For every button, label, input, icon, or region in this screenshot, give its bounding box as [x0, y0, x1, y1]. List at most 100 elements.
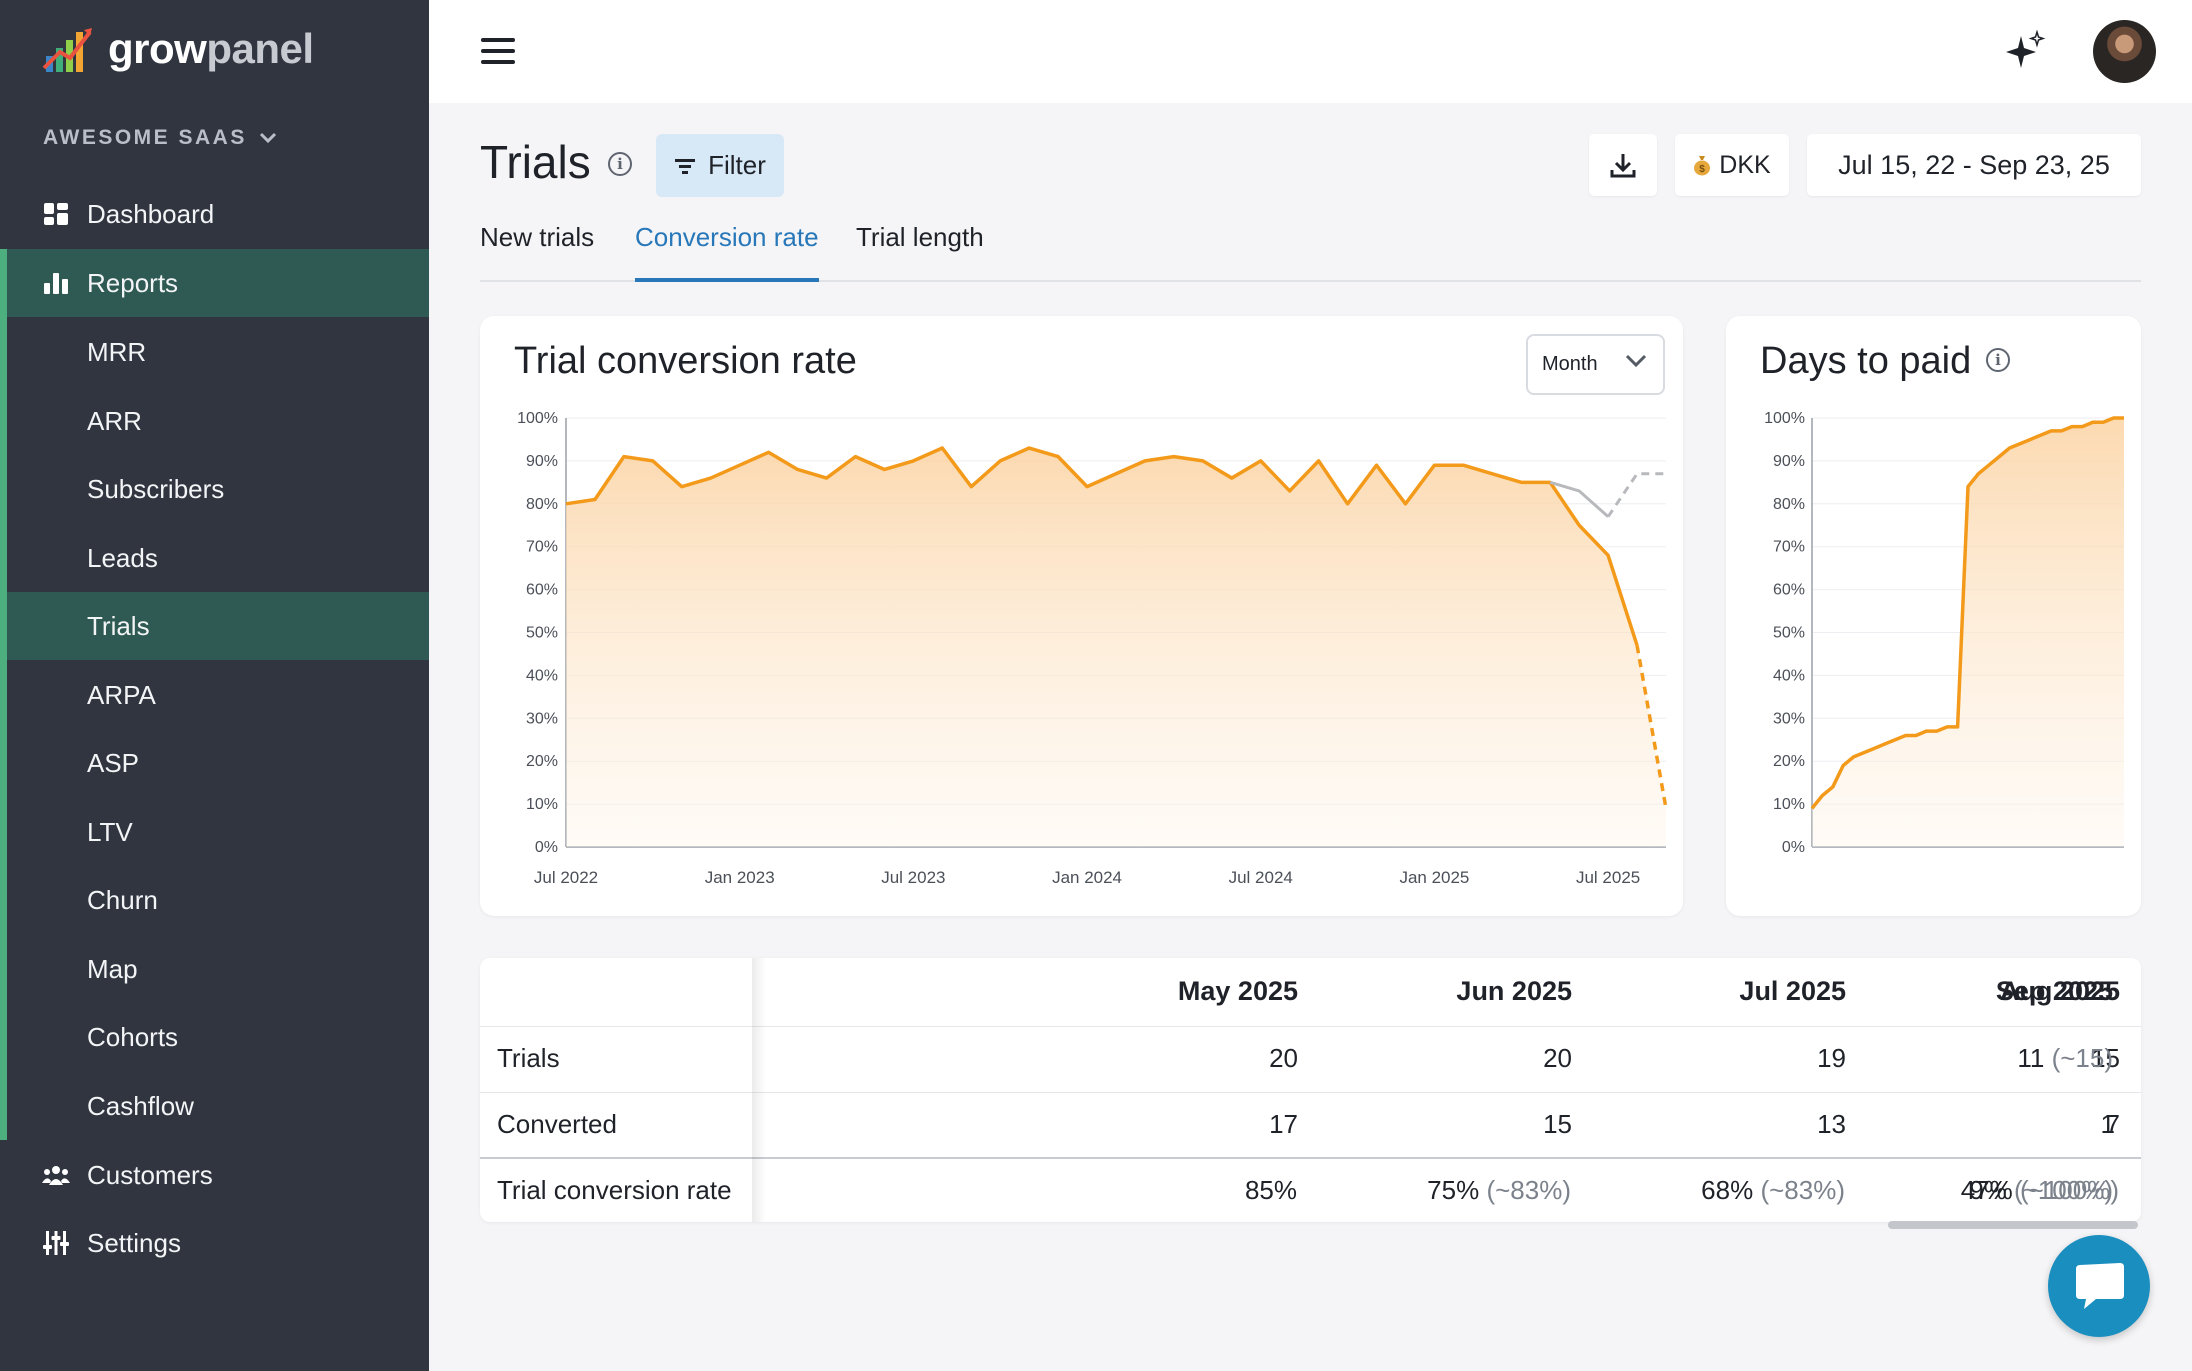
y-tick-label: 10% [526, 796, 558, 813]
page-title: Trials [480, 136, 591, 188]
table-cell: 85% [1244, 1175, 1297, 1205]
org-switcher[interactable]: AWESOME SAAS [43, 126, 277, 150]
sidebar: growpanel AWESOME SAAS Dashboard Reports… [0, 0, 429, 1371]
y-tick-label: 30% [1773, 710, 1805, 727]
sidebar-item-label: MRR [87, 336, 147, 367]
sidebar-item-label: ARR [87, 405, 142, 436]
sidebar-item-subscribers[interactable]: Subscribers [0, 455, 429, 523]
sidebar-item-asp[interactable]: ASP [0, 729, 429, 797]
column-header: Jul 2025 [1739, 976, 1846, 1006]
y-tick-label: 80% [1773, 496, 1805, 513]
info-icon[interactable]: i [608, 152, 632, 176]
sidebar-item-label: Settings [87, 1227, 181, 1258]
column-header: Aug 2025 [1999, 976, 2120, 1006]
sidebar-item-settings[interactable]: Settings [0, 1209, 429, 1277]
column-header: Sep 2025 [1995, 976, 2113, 1006]
y-tick-label: 70% [526, 539, 558, 556]
y-tick-label: 100% [517, 410, 558, 427]
chevron-down-icon [1625, 354, 1647, 368]
sidebar-item-map[interactable]: Map [0, 935, 429, 1003]
series-line [565, 446, 1639, 646]
dashboard-icon [44, 203, 68, 225]
table-cell: 11 (~15) [2017, 1043, 2113, 1073]
currency-label: DKK [1719, 150, 1771, 179]
sidebar-item-leads[interactable]: Leads [0, 524, 429, 592]
sidebar-item-reports[interactable]: Reports [7, 249, 429, 317]
chat-button[interactable] [2048, 1235, 2150, 1337]
y-tick-label: 20% [1773, 753, 1805, 770]
currency-button[interactable]: $ DKK [1675, 134, 1789, 196]
tab-new-trials[interactable]: New trials [480, 222, 595, 252]
brand-name: growpanel [108, 25, 314, 72]
chevron-down-icon [259, 132, 276, 144]
date-range-picker[interactable]: Jul 15, 22 - Sep 23, 25 [1807, 134, 2141, 196]
menu-icon[interactable] [481, 38, 515, 64]
table-cell: 75% (~83%) [1427, 1175, 1571, 1205]
table-cell: 20 [1269, 1043, 1298, 1073]
download-button[interactable] [1589, 134, 1657, 196]
x-tick-label: Jul 2025 [1576, 868, 1640, 887]
column-header: Jun 2025 [1456, 976, 1572, 1006]
sidebar-item-label: Subscribers [87, 473, 225, 504]
sidebar-item-trials[interactable]: Trials [7, 592, 429, 660]
sidebar-item-label: ARPA [87, 679, 156, 710]
sidebar-item-customers[interactable]: Customers [0, 1141, 429, 1209]
user-avatar[interactable] [2093, 20, 2156, 83]
x-tick-label: Jan 2023 [705, 868, 775, 887]
projection-line-dashed [1606, 472, 1666, 518]
table-cell: 9% (~100%) [1969, 1175, 2113, 1205]
y-tick-label: 20% [526, 753, 558, 770]
table-cell: 68% (~83%) [1701, 1175, 1845, 1205]
x-tick-label: Jul 2023 [881, 868, 945, 887]
info-icon[interactable]: i [1986, 348, 2010, 372]
y-tick-label: 90% [1773, 453, 1805, 470]
sidebar-item-label: Dashboard [87, 198, 215, 229]
tab-conversion-rate[interactable]: Conversion rate [635, 220, 819, 282]
x-tick-label: Jan 2025 [1399, 868, 1469, 887]
ai-sparkle-icon[interactable] [2003, 30, 2047, 74]
trials-table: May 2025 Jun 2025 Jul 2025 Aug 2025 Sep … [480, 958, 2141, 1222]
sidebar-item-label: Cohorts [87, 1021, 179, 1052]
sidebar-item-dashboard[interactable]: Dashboard [0, 180, 429, 248]
column-header: May 2025 [1177, 976, 1298, 1006]
y-tick-label: 100% [1764, 410, 1805, 427]
reports-section-indicator [0, 249, 7, 1140]
sidebar-item-churn[interactable]: Churn [0, 866, 429, 934]
sidebar-item-arpa[interactable]: ARPA [0, 661, 429, 729]
sidebar-item-ltv[interactable]: LTV [0, 798, 429, 866]
y-tick-label: 10% [1773, 796, 1805, 813]
sidebar-item-cohorts[interactable]: Cohorts [0, 1003, 429, 1071]
table-cell: 7 [2105, 1109, 2120, 1139]
table-cell: 15 [1543, 1109, 1572, 1139]
sidebar-item-label: LTV [87, 816, 133, 847]
row-label: Trial conversion rate [497, 1175, 732, 1205]
table-cell: 20 [1543, 1043, 1572, 1073]
sidebar-item-label: ASP [87, 747, 140, 778]
y-tick-label: 50% [1773, 625, 1805, 642]
sidebar-item-label: Leads [87, 542, 158, 573]
y-tick-label: 80% [526, 496, 558, 513]
table-cell: 15 [2091, 1043, 2120, 1073]
top-bar [429, 0, 2192, 103]
y-tick-label: 0% [535, 839, 558, 856]
table-cell: 19 [1817, 1043, 1846, 1073]
sidebar-item-cashflow[interactable]: Cashflow [0, 1072, 429, 1140]
date-range-label: Jul 15, 22 - Sep 23, 25 [1838, 149, 2110, 180]
y-tick-label: 40% [526, 667, 558, 684]
table-cell: 17 [1269, 1109, 1298, 1139]
tab-trial-length[interactable]: Trial length [856, 222, 984, 252]
filter-label: Filter [708, 150, 766, 180]
filter-icon [675, 158, 696, 174]
period-select[interactable]: Month [1526, 334, 1665, 395]
sidebar-item-arr[interactable]: ARR [0, 387, 429, 455]
growpanel-logo[interactable]: growpanel [42, 22, 314, 76]
filter-button[interactable]: Filter [656, 134, 784, 197]
conversion-chart-title: Trial conversion rate [514, 340, 857, 382]
table-scrollbar[interactable] [1888, 1221, 2138, 1229]
sidebar-item-label: Cashflow [87, 1090, 194, 1121]
sidebar-item-mrr[interactable]: MRR [0, 318, 429, 386]
sidebar-item-label: Reports [87, 267, 179, 298]
download-icon [1610, 154, 1636, 178]
